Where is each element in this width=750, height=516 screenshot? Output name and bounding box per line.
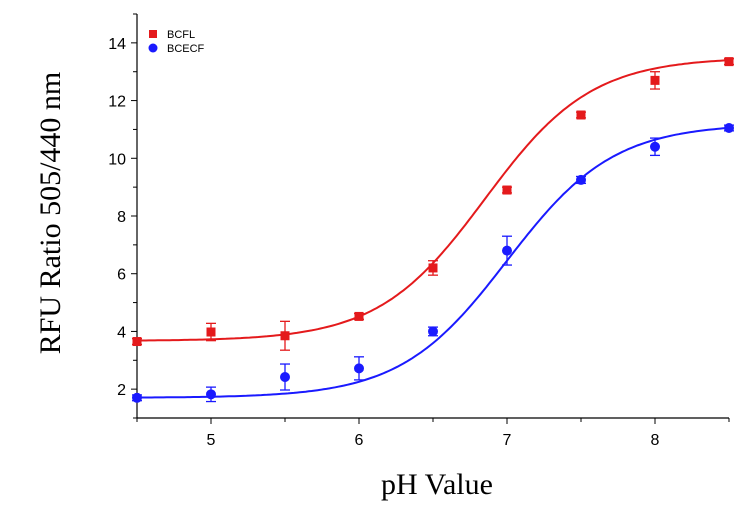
y-axis-label: RFU Ratio 505/440 nm (34, 72, 67, 355)
data-point-bcfl (428, 263, 438, 273)
data-point-bcfl (502, 185, 512, 195)
x-tick-label: 8 (651, 432, 660, 449)
data-point-bcfl (724, 57, 734, 67)
data-point-bcfl (650, 75, 660, 85)
y-tick-label: 4 (117, 324, 126, 341)
data-point-bcfl (354, 311, 364, 321)
data-point-bcecf (576, 174, 586, 185)
fit-curve-bcfl (137, 59, 730, 342)
legend-marker-bcecf (148, 43, 158, 53)
plot-area: 5 6 7 8 2 4 6 8 10 12 14 BCFL BCECF (108, 13, 734, 449)
x-tick-label: 7 (503, 432, 512, 449)
data-point-bcecf (724, 122, 734, 133)
y-tick-label: 6 (117, 267, 126, 284)
x-axis-label: pH Value (381, 468, 493, 501)
y-tick-label: 12 (108, 94, 126, 111)
data-point-bcecf (280, 372, 290, 383)
legend-label-bcecf: BCECF (167, 43, 205, 55)
data-point-bcecf (206, 389, 216, 400)
data-point-bcecf (650, 141, 660, 152)
data-point-bcfl (206, 327, 216, 337)
data-point-bcecf (132, 392, 142, 403)
x-tick-label: 5 (207, 432, 216, 449)
y-tick-label: 2 (117, 382, 126, 399)
data-point-bcfl (576, 110, 586, 120)
y-tick-label: 14 (108, 36, 126, 53)
data-point-bcecf (428, 326, 438, 337)
legend-label-bcfl: BCFL (167, 29, 195, 41)
x-tick-label: 6 (355, 432, 364, 449)
data-point-bcfl (280, 331, 290, 341)
fit-curve-bcecf (137, 126, 730, 399)
legend-marker-bcfl (149, 30, 157, 38)
y-tick-label: 8 (117, 209, 126, 226)
data-point-bcecf (354, 363, 364, 374)
data-point-bcecf (502, 245, 512, 256)
data-point-bcfl (132, 337, 142, 347)
y-tick-label: 10 (108, 151, 126, 168)
